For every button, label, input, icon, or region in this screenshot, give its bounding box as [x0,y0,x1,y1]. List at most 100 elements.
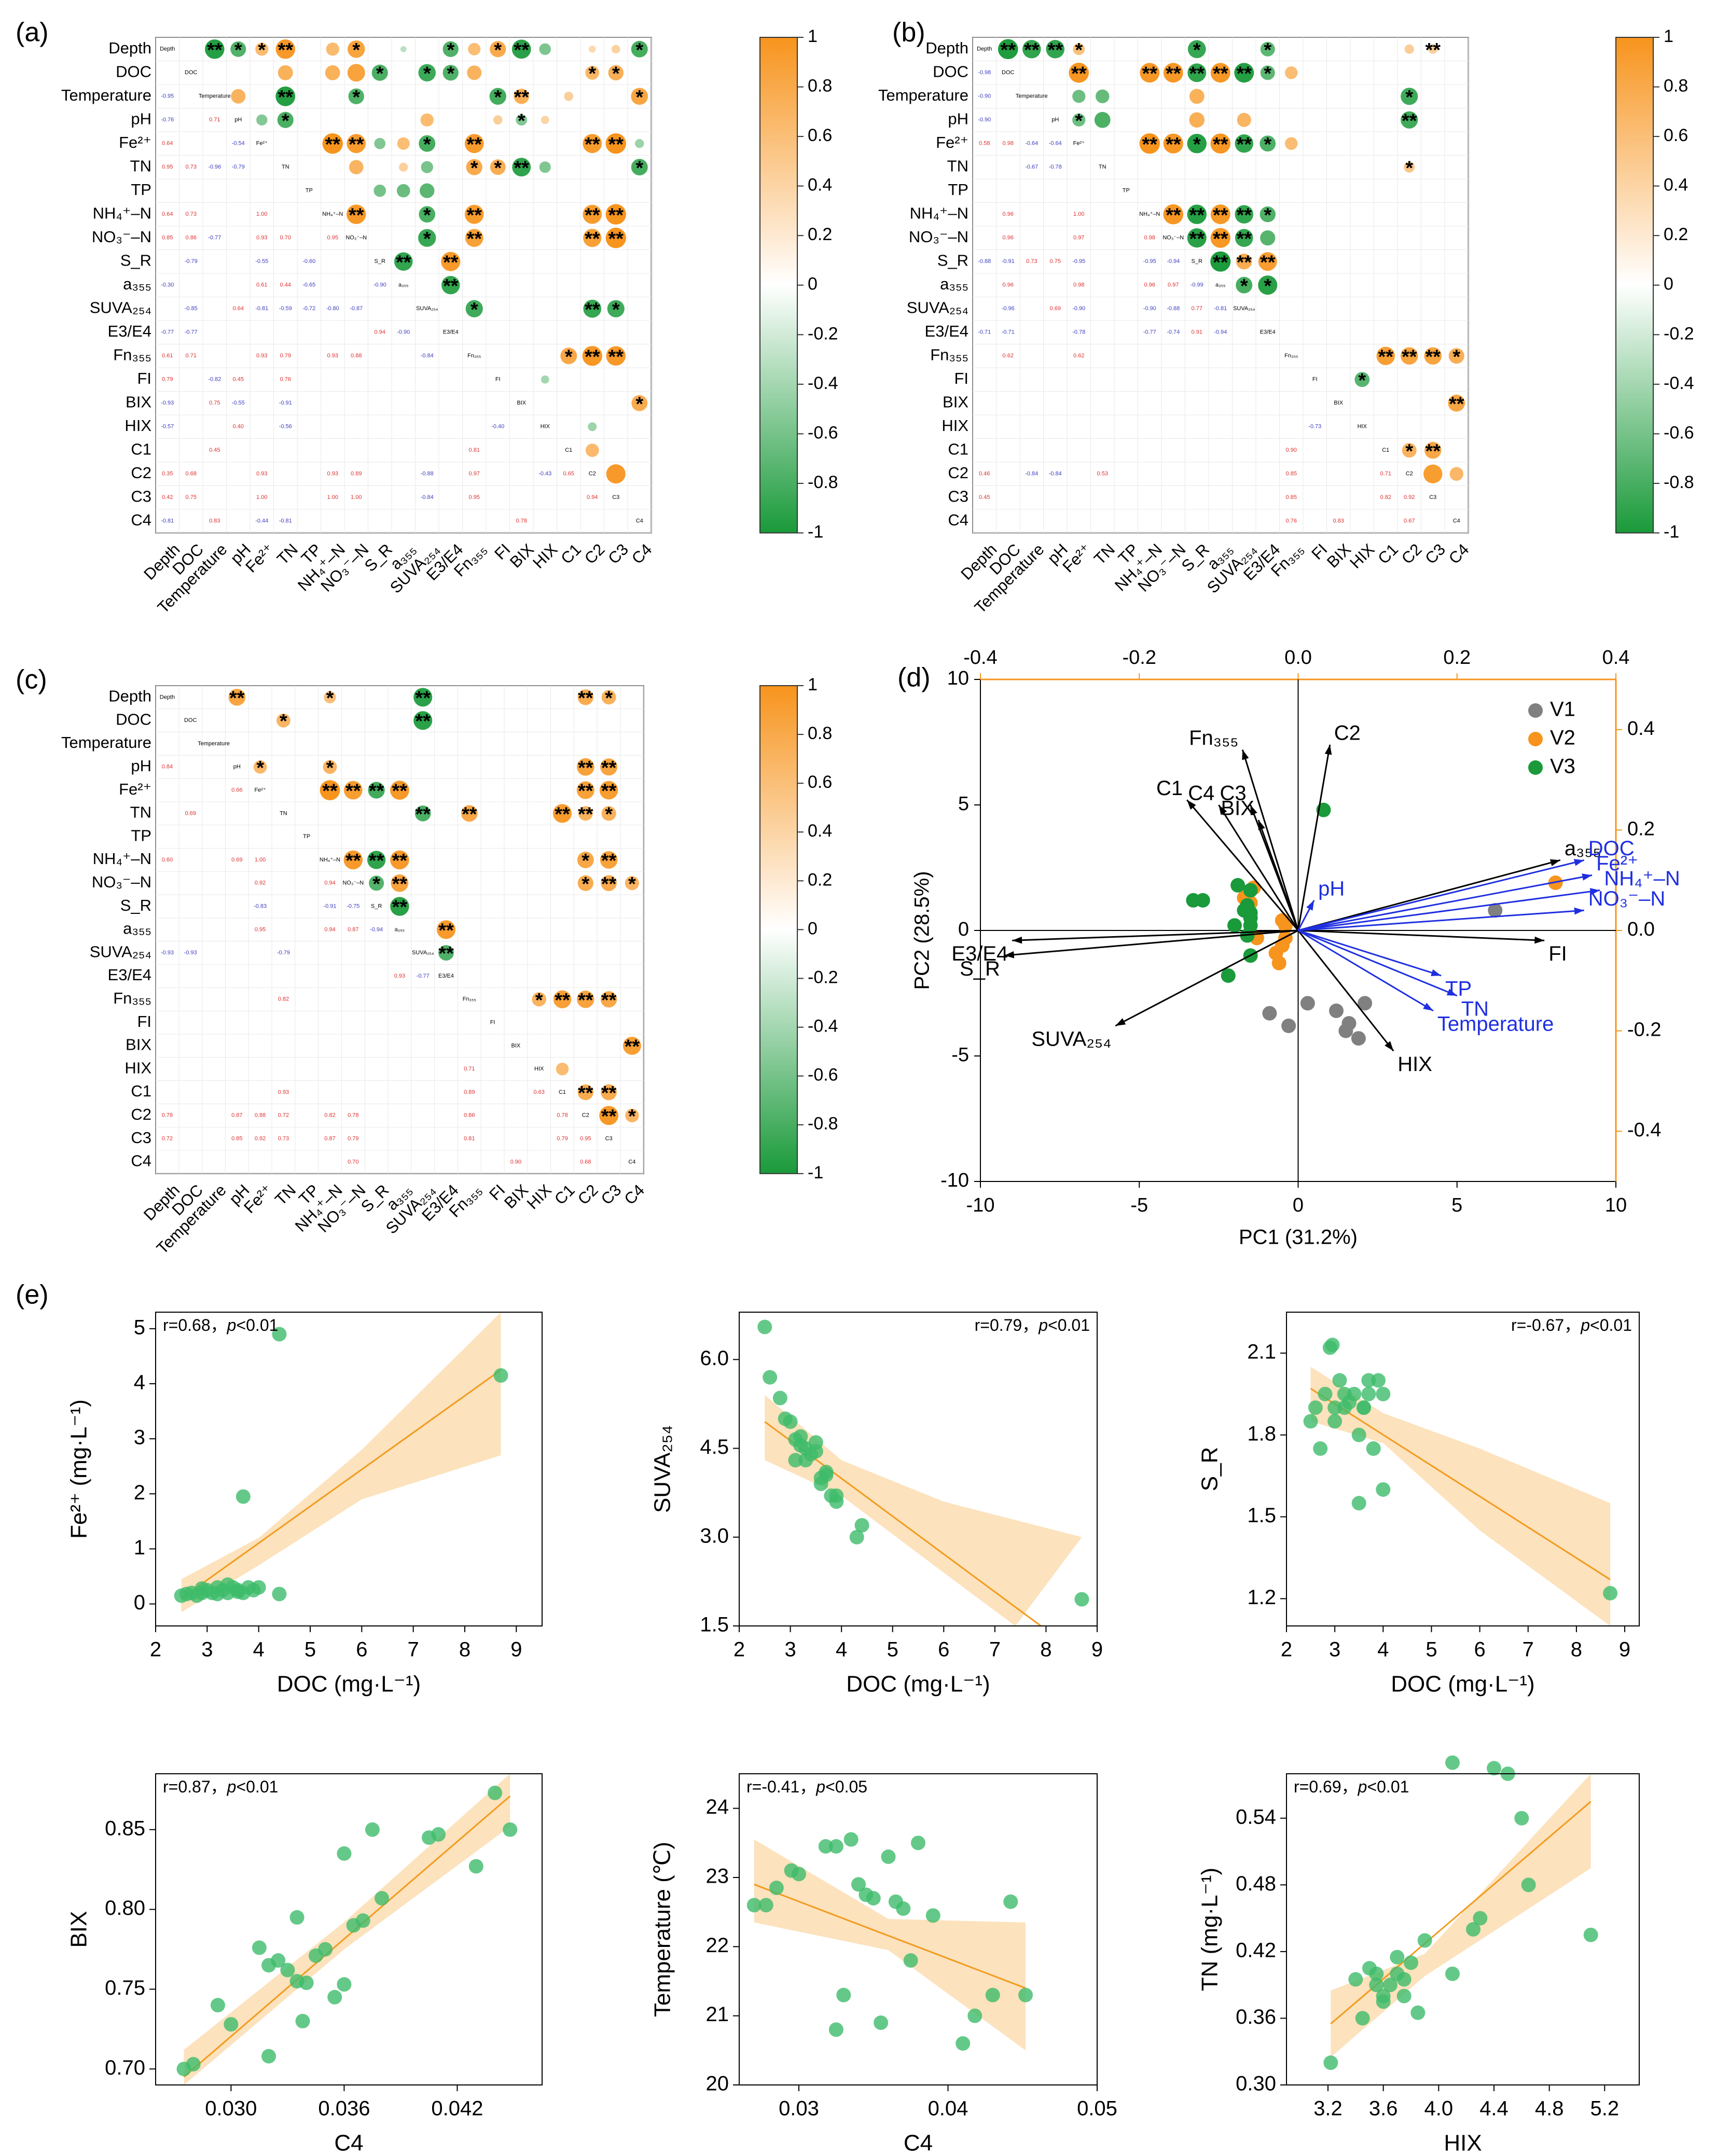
corr-value: -0.84 [1049,471,1062,477]
corr-circle [1260,230,1276,246]
x-tick-label: 9 [510,1638,522,1661]
data-point [1369,1978,1384,1993]
row-label: Depth [108,687,151,705]
significance-mark: ** [578,757,593,779]
row-label: DOC [116,710,151,728]
corr-value: -0.77 [417,973,430,979]
diag-label: a₃₅₅ [398,282,408,288]
loading-arrow [1298,909,1584,931]
loading-arrowhead [1431,969,1442,976]
row-label: TP [948,180,968,199]
diag-label: BIX [511,1042,521,1049]
significance-mark: ** [1213,63,1228,85]
significance-mark: * [588,63,596,85]
corr-value: 0.62 [1073,353,1084,359]
corr-circle [275,39,296,59]
significance-mark: * [326,757,334,779]
row-label: E3/E4 [108,966,151,984]
colorbar-tick-label: -0.4 [808,1017,838,1036]
corr-circle [465,300,483,317]
diag-label: C1 [565,447,572,453]
significance-mark: * [376,63,384,85]
colorbar-tick-label: -0.6 [1664,423,1694,442]
corr-value: 0.83 [1333,518,1344,524]
data-point [503,1822,518,1837]
corr-value: -0.96 [1002,305,1015,312]
corr-circle [1073,43,1085,55]
row-label: a₃₅₅ [940,275,968,293]
corr-circle [1285,137,1298,150]
significance-mark: * [605,803,613,825]
corr-circle [1285,66,1298,79]
right-tick-label: -0.2 [1627,1019,1661,1041]
loading-label: FI [1548,942,1567,965]
corr-value: -0.76 [161,117,174,123]
corr-value: -0.90 [978,93,991,100]
significance-mark: ** [1166,204,1181,226]
corr-value: 0.42 [162,494,173,500]
loading-arrow [1004,929,1298,956]
corr-value: 0.93 [327,353,338,359]
data-point [967,2008,982,2023]
corr-circle [461,805,478,822]
data-point [1390,1966,1405,1981]
corr-value: 0.75 [209,400,220,406]
corr-value: 0.72 [162,1136,173,1142]
corr-circle [1400,347,1418,365]
corr-value: -0.93 [184,950,197,956]
diag-label: S_R [371,903,382,910]
loading-arrowhead [1589,888,1600,895]
loading-arrow [1297,929,1458,997]
data-point [1371,1373,1386,1388]
row-label: Fe²⁺ [119,133,151,151]
corr-circle [998,39,1018,60]
corr-circle [631,40,648,58]
x-tick-label: 0.030 [205,2097,257,2120]
col-label: C3 [598,1181,625,1208]
corr-circle [465,229,483,247]
data-point [337,1846,352,1861]
significance-mark: * [582,873,589,895]
significance-mark: * [256,757,264,779]
corr-circle [625,876,639,891]
data-point [1351,1427,1366,1442]
y-tick-label: 0.48 [1236,1872,1276,1895]
significance-mark: * [1264,204,1271,226]
significance-mark: ** [1236,228,1252,250]
loading-label-blue: Temperature [1437,1012,1554,1035]
diag-label: C3 [1429,494,1436,500]
row-label: C2 [948,464,968,482]
corr-circle [1424,442,1442,459]
significance-mark: * [372,873,380,895]
colorbar-tick-label: 0.2 [808,870,832,889]
diag-label: pH [233,764,241,770]
colorbar-tick-label: 0.8 [808,76,832,96]
data-point [851,1877,866,1892]
row-label: FI [137,1012,151,1031]
loading-arrow [1297,929,1434,1012]
y-tick-label: 4.5 [700,1436,729,1458]
corr-circle [1187,63,1207,82]
corr-circle [625,1108,639,1122]
significance-mark: * [1075,110,1083,132]
corr-circle [367,851,386,869]
corr-circle [607,300,625,317]
data-point [819,1467,834,1482]
significance-mark: ** [608,346,624,368]
data-point [1376,1386,1391,1401]
pca-point-green_out [1488,903,1503,918]
significance-mark: ** [322,781,338,802]
data-point [289,1910,305,1925]
corr-value: 0.79 [280,353,291,359]
loading-arrowhead [1324,744,1332,755]
data-point [1445,1755,1460,1770]
data-point [1327,1400,1343,1415]
corr-circle [600,758,618,776]
corr-circle [490,159,506,175]
corr-value: 0.79 [348,1136,358,1142]
col-label: Fe²⁺ [242,540,278,576]
significance-mark: * [234,39,242,61]
corr-circle [343,850,363,870]
row-label: C2 [131,464,151,482]
corr-value: -0.55 [232,400,245,406]
